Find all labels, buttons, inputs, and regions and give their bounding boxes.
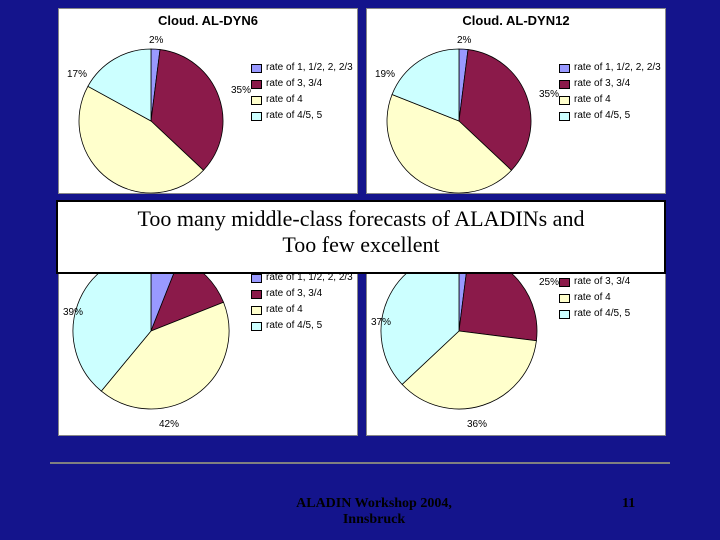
pie-pct-label: 36% (467, 419, 487, 430)
legend-swatch (251, 96, 262, 105)
legend-label: rate of 4 (266, 93, 303, 107)
legend-swatch (251, 306, 262, 315)
legend-label: rate of 4 (266, 303, 303, 317)
pie-pct-label: 17% (67, 69, 87, 80)
footer-divider (50, 462, 670, 464)
legend-label: rate of 3, 3/4 (266, 287, 322, 301)
pie-pct-label: 39% (63, 307, 83, 318)
legend-label: rate of 4/5, 5 (574, 109, 630, 123)
legend-item: rate of 4 (251, 303, 353, 317)
legend-label: rate of 1, 1/2, 2, 2/3 (574, 61, 661, 75)
pie-pct-label: 42% (159, 419, 179, 430)
legend-swatch (559, 64, 570, 73)
legend-item: rate of 3, 3/4 (559, 275, 661, 289)
legend-swatch (251, 112, 262, 121)
legend-swatch (251, 322, 262, 331)
legend-label: rate of 4/5, 5 (266, 319, 322, 333)
legend-label: rate of 3, 3/4 (574, 275, 630, 289)
pie-pct-label: 35% (539, 89, 559, 100)
legend-label: rate of 4/5, 5 (574, 307, 630, 321)
slide: Cloud. AL-DYN62%35%17%rate of 1, 1/2, 2,… (0, 0, 720, 540)
legend-swatch (559, 294, 570, 303)
chart-legend: rate of 1, 1/2, 2, 2/3rate of 3, 3/4rate… (251, 271, 353, 335)
legend-item: rate of 4/5, 5 (559, 109, 661, 123)
legend-swatch (251, 80, 262, 89)
legend-item: rate of 4/5, 5 (251, 109, 353, 123)
legend-swatch (559, 112, 570, 121)
pie-pct-label: 2% (149, 35, 163, 46)
legend-swatch (251, 274, 262, 283)
chart-panel: Cloud. AL-DYN122%35%19%rate of 1, 1/2, 2… (366, 8, 666, 194)
footer-text: ALADIN Workshop 2004, Innsbruck (264, 496, 484, 528)
overlay-line1: Too many middle-class forecasts of ALADI… (64, 206, 658, 232)
legend-label: rate of 3, 3/4 (266, 77, 322, 91)
legend-item: rate of 3, 3/4 (559, 77, 661, 91)
legend-swatch (559, 278, 570, 287)
pie-pct-label: 35% (231, 85, 251, 96)
chart-legend: rate of 1, 1/2, 2, 2/3 rate of 3, 3/4 rate… (559, 61, 661, 125)
legend-item: rate of 4 (559, 93, 661, 107)
legend-item: rate of 3, 3/4 (251, 77, 353, 91)
pie-pct-label: 37% (371, 317, 391, 328)
pie-pct-label: 2% (457, 35, 471, 46)
legend-item: rate of 4/5, 5 (559, 307, 661, 321)
legend-item: rate of 3, 3/4 (251, 287, 353, 301)
overlay-message-box: Too many middle-class forecasts of ALADI… (56, 200, 666, 274)
page-number: 11 (622, 496, 635, 512)
legend-swatch (251, 64, 262, 73)
chart-legend: rate of 1, 1/2, 2, 2/3 rate of 3, 3/4 rate… (251, 61, 353, 125)
legend-label: rate of 1, 1/2, 2, 2/3 (266, 61, 353, 75)
overlay-line2: Too few excellent (64, 232, 658, 258)
pie-pct-label: 19% (375, 69, 395, 80)
legend-item: rate of 4/5, 5 (251, 319, 353, 333)
legend-label: rate of 4 (574, 93, 611, 107)
legend-swatch (251, 290, 262, 299)
legend-item: rate of 1, 1/2, 2, 2/3 (559, 61, 661, 75)
legend-item: rate of 4 (559, 291, 661, 305)
legend-swatch (559, 310, 570, 319)
legend-label: rate of 4 (574, 291, 611, 305)
legend-item: rate of 4 (251, 93, 353, 107)
legend-label: rate of 4/5, 5 (266, 109, 322, 123)
legend-swatch (559, 80, 570, 89)
pie-pct-label: 25% (539, 277, 559, 288)
chart-panel: Cloud. AL-DYN62%35%17%rate of 1, 1/2, 2,… (58, 8, 358, 194)
legend-swatch (559, 96, 570, 105)
legend-item: rate of 1, 1/2, 2, 2/3 (251, 61, 353, 75)
legend-label: rate of 3, 3/4 (574, 77, 630, 91)
